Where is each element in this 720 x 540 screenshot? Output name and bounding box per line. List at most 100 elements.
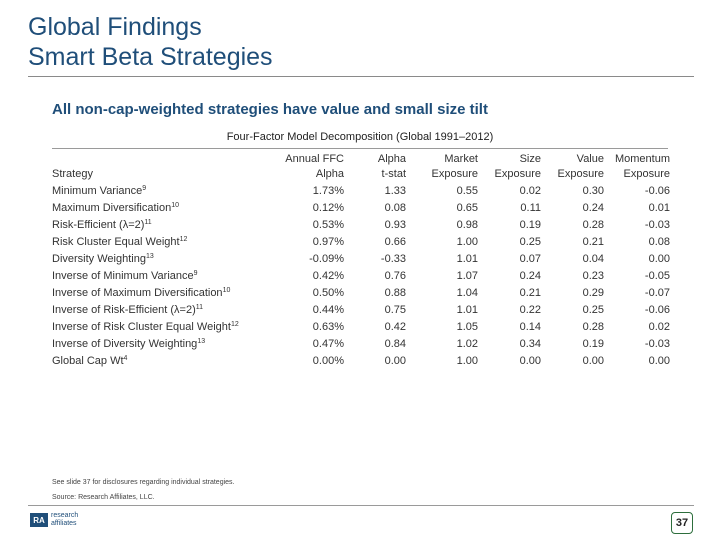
cell-size: 0.07: [519, 252, 541, 265]
cell-value: 0.23: [582, 269, 604, 282]
header-alpha: Annual FFC Alpha: [285, 153, 344, 180]
cell-strategy: Inverse of Risk-Efficient (λ=2)11: [52, 303, 204, 316]
cell-strategy: Inverse of Diversity Weighting13: [52, 337, 206, 350]
cell-tstat: 0.75: [384, 303, 406, 316]
cell-value: 0.04: [582, 252, 604, 265]
table-row: Risk Cluster Equal Weight12 0.97% 0.66 1.00…: [52, 233, 670, 250]
footer-divider: [28, 505, 694, 506]
cell-size: 0.14: [519, 320, 541, 333]
cell-size: 0.00: [519, 354, 541, 367]
cell-strategy: Diversity Weighting13: [52, 252, 154, 265]
cell-tstat: 0.84: [384, 337, 406, 350]
table-row: Global Cap Wt4 0.00% 0.00 1.00 0.00 0.00 0.00: [52, 352, 670, 369]
cell-value: 0.29: [582, 286, 604, 299]
table-row: Inverse of Risk-Efficient (λ=2)11 0.44% 0.…: [52, 301, 670, 318]
cell-size: 0.21: [519, 286, 541, 299]
cell-tstat: 1.33: [384, 184, 406, 197]
cell-market: 1.00: [456, 354, 478, 367]
cell-alpha: -0.09%: [309, 252, 344, 265]
cell-tstat: 0.88: [384, 286, 406, 299]
header-market: Market Exposure: [431, 153, 478, 180]
cell-momentum: 0.01: [648, 201, 670, 214]
cell-tstat: 0.00: [384, 354, 406, 367]
cell-size: 0.24: [519, 269, 541, 282]
slide-subtitle: All non-cap-weighted strategies have val…: [52, 101, 488, 118]
cell-market: 0.55: [456, 184, 478, 197]
cell-value: 0.00: [582, 354, 604, 367]
cell-market: 0.65: [456, 201, 478, 214]
caption-divider: [52, 148, 668, 149]
table-row: Inverse of Risk Cluster Equal Weight12 0.…: [52, 318, 670, 335]
table-row: Inverse of Diversity Weighting13 0.47% 0.8…: [52, 335, 670, 352]
cell-market: 1.01: [456, 252, 478, 265]
cell-alpha: 0.50%: [312, 286, 344, 299]
header-value: Value Exposure: [557, 153, 604, 180]
cell-strategy: Global Cap Wt4: [52, 354, 128, 367]
cell-market: 1.02: [456, 337, 478, 350]
table-row: Inverse of Minimum Variance9 0.42% 0.76 1.0…: [52, 267, 670, 284]
company-logo: RA research affiliates: [30, 512, 78, 528]
cell-momentum: -0.03: [644, 337, 670, 350]
slide-title: Global Findings Smart Beta Strategies: [28, 12, 688, 72]
cell-size: 0.25: [519, 235, 541, 248]
cell-tstat: 0.93: [384, 218, 406, 231]
cell-momentum: -0.07: [644, 286, 670, 299]
cell-size: 0.19: [519, 218, 541, 231]
cell-size: 0.34: [519, 337, 541, 350]
cell-tstat: 0.66: [384, 235, 406, 248]
title-divider: [28, 76, 694, 77]
cell-momentum: -0.03: [644, 218, 670, 231]
cell-momentum: 0.00: [648, 252, 670, 265]
slide-title-line1: Global Findings: [28, 13, 202, 41]
table-row: Risk-Efficient (λ=2)11 0.53% 0.93 0.98 0.19 0…: [52, 216, 670, 233]
cell-tstat: 0.76: [384, 269, 406, 282]
cell-strategy: Inverse of Minimum Variance9: [52, 269, 198, 282]
cell-market: 1.04: [456, 286, 478, 299]
cell-momentum: 0.02: [648, 320, 670, 333]
cell-alpha: 0.12%: [312, 201, 344, 214]
cell-alpha: 1.73%: [312, 184, 344, 197]
cell-strategy: Inverse of Maximum Diversification10: [52, 286, 231, 299]
cell-alpha: 0.53%: [312, 218, 344, 231]
cell-alpha: 0.42%: [312, 269, 344, 282]
cell-momentum: -0.06: [644, 184, 670, 197]
cell-strategy: Minimum Variance9: [52, 184, 147, 197]
cell-strategy: Maximum Diversification10: [52, 201, 179, 214]
cell-size: 0.02: [519, 184, 541, 197]
cell-market: 1.05: [456, 320, 478, 333]
cell-value: 0.25: [582, 303, 604, 316]
cell-size: 0.11: [520, 201, 541, 214]
slide-title-line2: Smart Beta Strategies: [28, 43, 273, 71]
cell-value: 0.30: [582, 184, 604, 197]
cell-strategy: Inverse of Risk Cluster Equal Weight12: [52, 320, 239, 333]
cell-alpha: 0.97%: [312, 235, 344, 248]
cell-market: 1.00: [456, 235, 478, 248]
header-tstat: Alpha t-stat: [377, 153, 406, 180]
table-row: Inverse of Maximum Diversification10 0.50…: [52, 284, 670, 301]
table-body: Minimum Variance9 1.73% 1.33 0.55 0.02 0.30 -0…: [52, 182, 670, 369]
cell-value: 0.28: [582, 218, 604, 231]
table-row: Maximum Diversification10 0.12% 0.08 0.65 0.…: [52, 199, 670, 216]
table-caption: Four-Factor Model Decomposition (Global …: [226, 131, 494, 143]
header-strategy: Strategy: [52, 168, 93, 180]
cell-alpha: 0.44%: [312, 303, 344, 316]
cell-market: 1.07: [456, 269, 478, 282]
cell-alpha: 0.63%: [312, 320, 344, 333]
cell-market: 0.98: [456, 218, 478, 231]
cell-value: 0.24: [582, 201, 604, 214]
cell-value: 0.28: [582, 320, 604, 333]
cell-market: 1.01: [456, 303, 478, 316]
factor-table: Strategy Annual FFC Alpha Alpha t-stat M…: [52, 152, 670, 369]
cell-value: 0.19: [582, 337, 604, 350]
cell-tstat: 0.42: [384, 320, 406, 333]
cell-momentum: 0.08: [648, 235, 670, 248]
cell-value: 0.21: [582, 235, 604, 248]
cell-size: 0.22: [519, 303, 541, 316]
header-momentum: Momentum Exposure: [614, 153, 670, 180]
logo-wordmark: research affiliates: [51, 512, 79, 527]
cell-alpha: 0.00%: [312, 354, 344, 367]
table-row: Minimum Variance9 1.73% 1.33 0.55 0.02 0.30 -0…: [52, 182, 670, 199]
table-header-row: Strategy Annual FFC Alpha Alpha t-stat M…: [52, 152, 670, 182]
table-row: Diversity Weighting13 -0.09% -0.33 1.01 0.07…: [52, 250, 670, 267]
cell-strategy: Risk Cluster Equal Weight12: [52, 235, 188, 248]
